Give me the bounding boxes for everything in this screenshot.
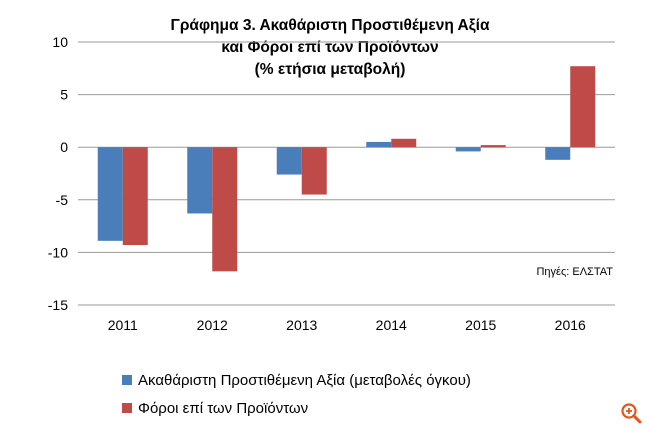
x-tick-label: 2014 bbox=[376, 317, 407, 333]
zoom-in-icon[interactable] bbox=[620, 402, 642, 424]
x-tick-label: 2013 bbox=[286, 317, 317, 333]
bar-taxes bbox=[570, 66, 596, 148]
legend-swatch-taxes bbox=[122, 403, 132, 413]
bar-gva bbox=[455, 147, 481, 152]
bar-gva bbox=[276, 147, 302, 175]
chart-title-line-1: Γράφημα 3. Ακαθάριστη Προστιθέμενη Αξία bbox=[171, 17, 490, 34]
y-tick-label: -5 bbox=[56, 192, 69, 208]
bar-gva bbox=[545, 147, 571, 160]
bar-taxes bbox=[480, 145, 506, 148]
bars bbox=[97, 66, 596, 272]
chart-title-line-3: (% ετήσια μεταβολή) bbox=[255, 61, 406, 78]
x-tick-label: 2011 bbox=[108, 317, 138, 333]
x-tick-label: 2012 bbox=[197, 317, 228, 333]
x-axis-tick-labels: 2011 2012 2013 2014 2015 2016 bbox=[108, 317, 586, 333]
chart-title: Γράφημα 3. Ακαθάριστη Προστιθέμενη Αξία … bbox=[171, 17, 490, 78]
legend-item-taxes: Φόροι επί των Προϊόντων bbox=[122, 394, 471, 422]
legend: Ακαθάριστη Προστιθέμενη Αξία (μεταβολές … bbox=[122, 366, 471, 422]
chart-title-line-2: και Φόροι επί των Προϊόντων bbox=[221, 39, 438, 56]
y-axis-tick-labels: 10 5 0 -5 -10 -15 bbox=[48, 34, 68, 313]
legend-swatch-gva bbox=[122, 375, 132, 385]
bar-taxes bbox=[391, 138, 417, 148]
bar-taxes bbox=[301, 147, 327, 195]
bar-taxes bbox=[212, 147, 238, 272]
legend-label-taxes: Φόροι επί των Προϊόντων bbox=[138, 399, 309, 417]
y-tick-label: -10 bbox=[48, 244, 68, 260]
y-tick-label: -15 bbox=[48, 297, 68, 313]
legend-item-gva: Ακαθάριστη Προστιθέμενη Αξία (μεταβολές … bbox=[122, 366, 471, 394]
source-note: Πηγές: ΕΛΣΤΑΤ bbox=[536, 266, 613, 278]
gridlines bbox=[78, 41, 615, 306]
y-tick-label: 10 bbox=[52, 34, 68, 50]
bar-taxes bbox=[122, 147, 148, 246]
bar-gva bbox=[187, 147, 213, 214]
x-tick-label: 2015 bbox=[465, 317, 496, 333]
x-tick-label: 2016 bbox=[555, 317, 586, 333]
legend-label-gva: Ακαθάριστη Προστιθέμενη Αξία (μεταβολές … bbox=[138, 371, 471, 389]
y-tick-label: 0 bbox=[60, 139, 68, 155]
y-tick-label: 5 bbox=[60, 87, 68, 103]
bar-gva bbox=[366, 141, 392, 148]
bar-gva bbox=[97, 147, 123, 241]
